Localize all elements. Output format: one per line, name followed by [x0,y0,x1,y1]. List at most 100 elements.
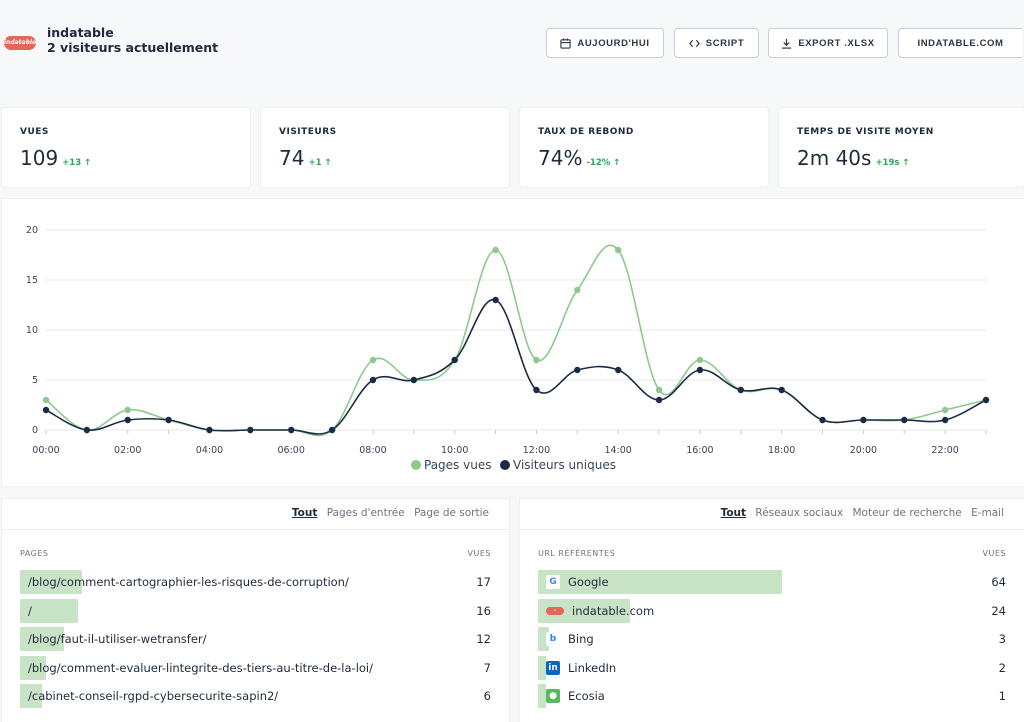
row-label[interactable]: /blog/comment-evaluer-lintegrite-des-tie… [28,660,373,675]
row-label[interactable]: indatable.com [572,603,655,618]
stat-delta: +19s [875,158,900,168]
unique-visitors-point[interactable] [860,416,867,424]
table-row[interactable]: /blog/comment-cartographier-les-risques-… [20,570,491,594]
legend-label[interactable]: Pages vues [424,458,491,472]
unique-visitors-point[interactable] [328,426,336,434]
tab-exit-pages[interactable]: Page de sortie [414,507,489,519]
site-selector-label: INDATABLE.COM [917,37,1004,49]
unique-visitors-point[interactable] [819,416,826,424]
stat-label: TAUX DE REBOND [538,127,634,137]
unique-visitors-point[interactable] [574,366,581,374]
table-row[interactable]: b Bing 3 [538,627,1006,651]
y-tick-label: 0 [32,425,38,436]
referrers-tabs: Tout Réseaux sociaux Moteur de recherche… [715,507,1004,519]
unique-visitors-point[interactable] [410,376,418,384]
tab-email[interactable]: E-mail [971,507,1004,519]
unique-visitors-point[interactable] [941,416,949,424]
tab-all[interactable]: Tout [720,507,747,519]
value-bar [538,570,782,594]
unique-visitors-point[interactable] [778,386,785,394]
today-button[interactable]: AUJOURD'HUI [546,28,664,58]
table-row[interactable]: ◦ indatable.com 24 [538,598,1006,623]
unique-visitors-point[interactable] [655,396,663,404]
table-row[interactable]: /blog/faut-il-utiliser-wetransfer/12 [20,627,491,651]
unique-visitors-point[interactable] [42,406,50,414]
export-button[interactable]: EXPORT .XLSX [768,28,888,58]
unique-visitors-point[interactable] [124,416,131,424]
unique-visitors-point[interactable] [165,416,172,424]
table-row[interactable]: in LinkedIn 2 [538,655,1006,680]
live-visitors: 2 visiteurs actuellement [47,40,219,55]
unique-visitors-point[interactable] [206,426,213,434]
pageviews-point[interactable] [574,286,581,294]
site-selector-button[interactable]: INDATABLE.COM [898,28,1022,58]
row-label[interactable]: LinkedIn [568,660,617,675]
unique-visitors-point[interactable] [247,426,254,434]
row-count: 2 [998,660,1006,675]
legend-label[interactable]: Visiteurs uniques [513,458,616,472]
row-count: 7 [483,660,491,675]
table-row[interactable]: ● Ecosia 1 [538,684,1006,708]
views-column-header: VUES [982,549,1006,558]
unique-visitors-point[interactable] [533,386,540,394]
pageviews-point[interactable] [941,406,949,414]
table-row[interactable]: /cabinet-conseil-rgpd-cybersecurite-sapi… [20,684,491,708]
divider [2,529,509,530]
unique-visitors-point[interactable] [492,296,499,304]
unique-visitors-point[interactable] [614,366,622,374]
referrer-url-column-header: URL RÉFÉRENTES [538,549,616,558]
row-count: 16 [476,603,491,618]
x-tick-label: 16:00 [686,445,713,456]
script-button[interactable]: SCRIPT [674,28,759,58]
tab-all[interactable]: Tout [291,507,318,519]
unique-visitors-point[interactable] [83,426,91,434]
row-label[interactable]: Google [568,575,609,589]
row-count: 24 [991,603,1006,618]
unique-visitors-point[interactable] [982,396,990,404]
x-tick-label: 08:00 [359,445,386,456]
pageviews-point[interactable] [124,406,131,414]
pageviews-point[interactable] [614,246,622,254]
row-label[interactable]: /blog/faut-il-utiliser-wetransfer/ [28,632,207,646]
bing-icon: b [546,632,560,646]
unique-visitors-point[interactable] [901,416,908,424]
pageviews-point[interactable] [696,356,704,364]
unique-visitors-point[interactable] [696,366,704,374]
row-label[interactable]: Ecosia [568,689,605,703]
table-row[interactable]: G Google 64 [538,570,1006,594]
row-label[interactable]: /blog/comment-cartographier-les-risques-… [28,575,349,589]
value-bar [20,598,79,623]
linkedin-icon: in [546,660,560,675]
value-bar [20,627,64,651]
row-label[interactable]: / [28,603,32,618]
pageviews-point[interactable] [492,246,499,254]
pages-panel: Tout Pages d'entrée Page de sortie PAGES… [2,499,509,722]
unique-visitors-point[interactable] [369,376,377,384]
pageviews-point[interactable] [655,386,663,394]
ecosia-icon: ● [546,689,560,703]
pageviews-point[interactable] [369,356,377,364]
legend-marker [411,460,421,470]
row-label[interactable]: Bing [568,632,594,646]
pageviews-point[interactable] [533,356,540,364]
tab-search-engine[interactable]: Moteur de recherche [852,507,962,519]
stat-delta: +1 [308,158,322,168]
unique-visitors-point[interactable] [288,426,295,434]
tab-entry-pages[interactable]: Pages d'entrée [326,507,405,519]
stat-value: 2m 40s [797,146,872,170]
stat-card-visitors: VISITEURS 74 +1 ↑ [261,108,509,187]
table-row[interactable]: / 16 [20,598,491,623]
y-tick-label: 5 [32,375,38,386]
unique-visitors-point[interactable] [451,356,458,364]
indatable-icon: ◦ [546,606,564,615]
pageviews-point[interactable] [42,396,50,404]
x-tick-label: 20:00 [850,445,877,456]
row-count: 12 [476,632,491,646]
stat-value: 74 [279,146,305,170]
tab-social[interactable]: Réseaux sociaux [755,507,844,519]
unique-visitors-point[interactable] [737,386,744,394]
stat-value: 109 [20,146,59,170]
stat-card-avg-visit-time: TEMPS DE VISITE MOYEN 2m 40s +19s ↑ [779,108,1024,187]
row-label[interactable]: /cabinet-conseil-rgpd-cybersecurite-sapi… [28,689,279,703]
table-row[interactable]: /blog/comment-evaluer-lintegrite-des-tie… [20,655,491,680]
